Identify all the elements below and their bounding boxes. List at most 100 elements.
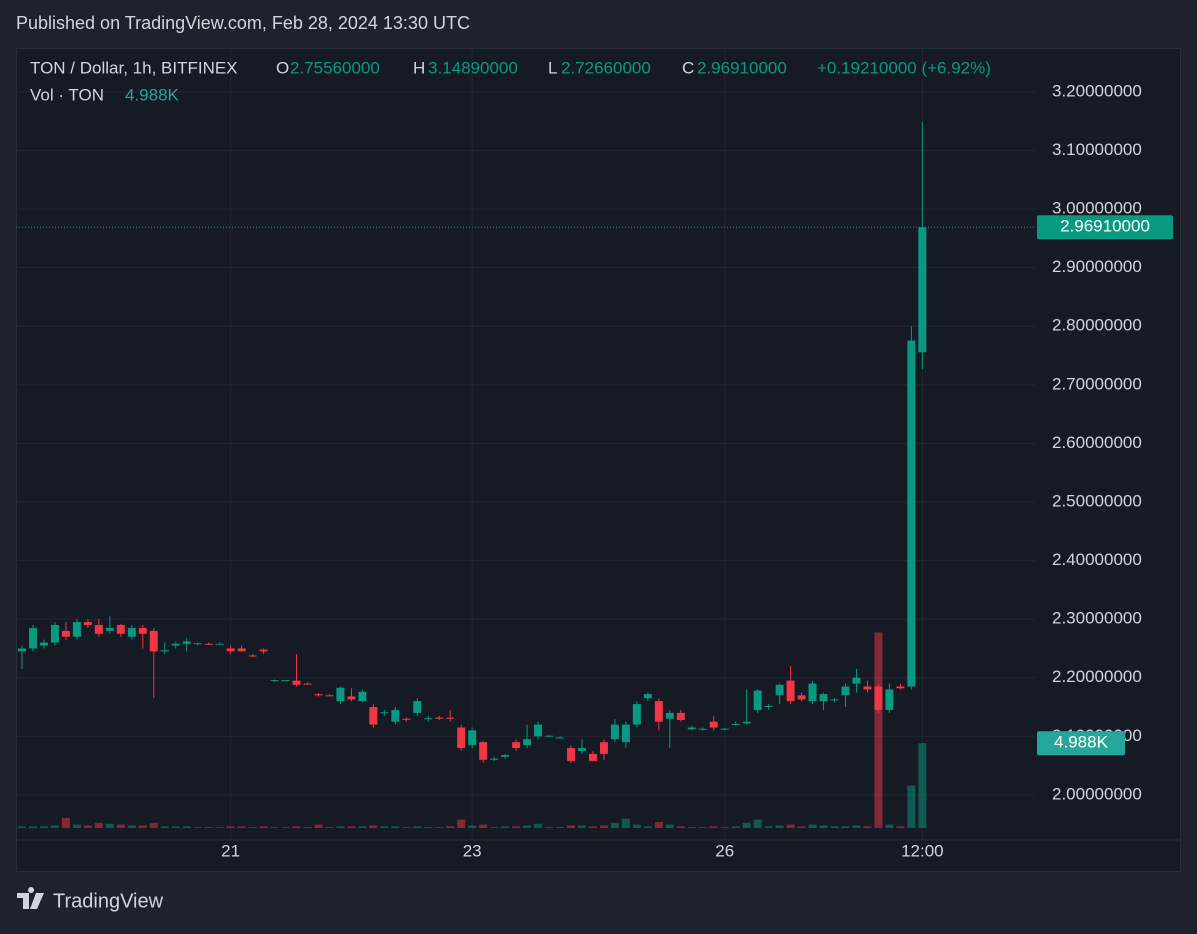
candle-body <box>687 727 696 730</box>
candle-body <box>885 689 894 710</box>
candle-body <box>402 718 411 720</box>
volume-bar <box>105 823 114 828</box>
volume-bar <box>18 826 26 828</box>
candle-body <box>632 704 641 725</box>
volume-bar <box>808 824 817 828</box>
candle-body <box>863 686 872 690</box>
volume-bar <box>599 825 608 828</box>
candle-body <box>303 683 312 685</box>
candle-body <box>446 717 455 719</box>
candle-body <box>545 735 554 737</box>
volume-bar <box>676 826 685 828</box>
candle-body <box>490 758 499 760</box>
volume-bar <box>83 825 92 828</box>
open-key: O <box>276 58 289 77</box>
volume-bar <box>39 826 48 828</box>
volume-bar <box>193 827 202 828</box>
volume-bar <box>424 827 433 828</box>
volume-bar <box>709 826 718 828</box>
candle-body <box>39 642 48 646</box>
candle-body <box>599 742 608 754</box>
candle-body <box>621 724 630 743</box>
volume-bar <box>632 824 641 828</box>
volume-bar <box>753 819 762 828</box>
candle-body <box>160 650 169 652</box>
volume-bar <box>523 825 532 828</box>
volume-bar <box>270 827 279 828</box>
volume-bar <box>501 826 510 828</box>
volume-bar <box>720 827 729 828</box>
candle-body <box>874 686 883 710</box>
volume-bar <box>248 827 257 828</box>
volume-bar <box>545 827 554 828</box>
candle-body <box>149 630 158 652</box>
candle-body <box>281 680 290 682</box>
volume-bar <box>380 826 389 828</box>
candle-body <box>731 724 740 726</box>
y-tick-label: 2.60000000 <box>1052 433 1142 452</box>
candle-body <box>775 684 784 696</box>
candle-body <box>534 724 543 737</box>
volume-bar <box>534 823 543 828</box>
candle-body <box>347 696 356 700</box>
volume-bar <box>50 825 59 828</box>
published-note: Published on TradingView.com, Feb 28, 20… <box>16 13 470 33</box>
volume-bar <box>819 825 828 828</box>
volume-bar <box>138 825 147 828</box>
y-tick-label: 2.50000000 <box>1052 491 1142 510</box>
volume-bar <box>687 827 696 828</box>
y-tick-label: 2.40000000 <box>1052 550 1142 569</box>
volume-bar <box>171 826 180 828</box>
high-value: 3.14890000 <box>428 58 518 77</box>
volume-bar <box>556 827 565 828</box>
volume-bar <box>314 824 323 828</box>
volume-bar <box>182 826 191 828</box>
candle-body <box>852 677 861 684</box>
grid <box>16 48 1035 840</box>
volume-bar <box>72 824 81 828</box>
candle-body <box>676 712 685 720</box>
brand: TradingView <box>53 890 164 912</box>
candle-body <box>797 695 806 700</box>
volume-bar <box>127 825 136 828</box>
volume-bar <box>61 817 70 828</box>
volume-bar <box>918 743 927 828</box>
volume-bar <box>797 826 806 828</box>
x-tick-label: 21 <box>221 841 240 860</box>
volume-bar <box>94 822 103 828</box>
candle-body <box>226 648 235 652</box>
candle-body <box>314 694 323 696</box>
volume-bar <box>490 827 499 828</box>
candle-body <box>182 641 191 644</box>
candle-body <box>841 686 850 696</box>
candle-body <box>479 742 488 760</box>
volume-bar <box>347 826 356 828</box>
y-tick-label: 2.30000000 <box>1052 609 1142 628</box>
candle-body <box>819 694 828 702</box>
volume-bar <box>226 826 235 828</box>
low-key: L <box>548 58 557 77</box>
candle-body <box>720 728 729 730</box>
candle-body <box>654 701 663 722</box>
volume-bar <box>654 822 663 828</box>
candle-body <box>610 724 619 740</box>
volume-bar <box>665 824 674 828</box>
volume-bar <box>479 824 488 828</box>
candle-body <box>94 625 103 634</box>
low-value: 2.72660000 <box>561 58 651 77</box>
candle-body <box>127 627 136 637</box>
candle-body <box>709 721 718 728</box>
volume-bar <box>567 825 575 828</box>
volume-bar <box>786 824 795 828</box>
candle-body <box>643 694 652 699</box>
volume-bar <box>391 826 400 828</box>
volume-bar <box>160 826 169 828</box>
volume-bar <box>435 827 444 828</box>
volume-bar <box>863 826 872 828</box>
volume-bar <box>281 827 290 828</box>
y-tick-label: 3.20000000 <box>1052 81 1142 100</box>
volume-tag <box>1037 731 1125 756</box>
y-tick-label: 2.20000000 <box>1052 667 1142 686</box>
candle-body <box>215 643 224 645</box>
